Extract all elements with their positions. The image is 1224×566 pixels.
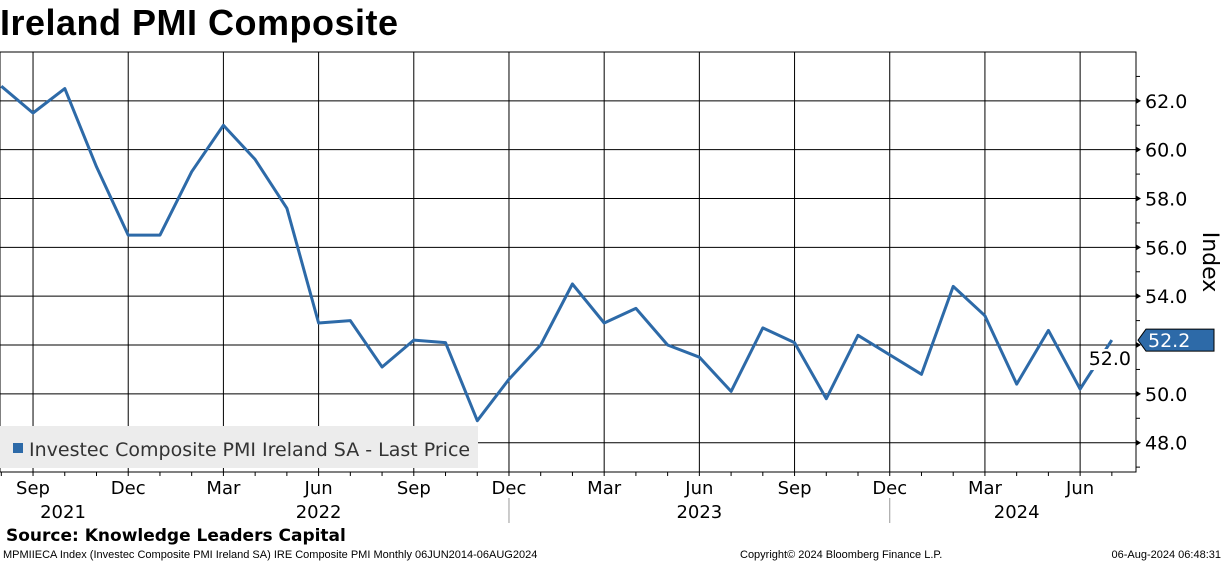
year-label: 2023 <box>676 502 722 523</box>
y-tick-label: 56.0 <box>1145 237 1187 259</box>
legend-label: Investec Composite PMI Ireland SA - Last… <box>29 439 470 461</box>
year-label: 2021 <box>40 502 86 523</box>
chart-title: Ireland PMI Composite <box>0 2 399 43</box>
y-tick <box>1136 293 1141 300</box>
y-tick <box>1136 146 1141 153</box>
legend-swatch <box>13 443 23 453</box>
y-tick-label: 48.0 <box>1145 433 1187 455</box>
x-tick-label: Jun <box>684 478 713 499</box>
x-tick-label: Dec <box>492 478 527 499</box>
ticker-info: MPMIIECA Index (Investec Composite PMI I… <box>3 549 538 561</box>
x-tick-label: Sep <box>397 478 431 499</box>
year-label: 2022 <box>296 502 342 523</box>
y-tick-label: 60.0 <box>1145 140 1187 162</box>
x-tick-label: Jun <box>304 478 333 499</box>
y-tick <box>1136 244 1141 251</box>
y-tick-label: 62.0 <box>1145 91 1187 113</box>
y-tick-label: 52.0 <box>1089 348 1131 370</box>
legend-box <box>0 426 478 468</box>
y-axis-label: Index <box>1197 232 1222 293</box>
y-tick <box>1136 342 1141 349</box>
last-value-label: 52.2 <box>1148 330 1190 352</box>
plot-area <box>0 51 1137 473</box>
x-tick-label: Mar <box>587 478 622 499</box>
x-tick-label: Dec <box>111 478 146 499</box>
x-tick-label: Mar <box>206 478 241 499</box>
x-tick-label: Sep <box>16 478 50 499</box>
series-line <box>0 85 1114 423</box>
x-tick-label: Jun <box>1065 478 1094 499</box>
timestamp: 06-Aug-2024 06:48:31 <box>1111 549 1221 561</box>
y-tick <box>1136 97 1141 104</box>
y-tick-label: 58.0 <box>1145 189 1187 211</box>
x-tick-label: Dec <box>872 478 907 499</box>
last-value-tag <box>1137 328 1215 352</box>
line-chart: 48.0 50.0 54.0 56.0 58.0 60.0 62.0 Sep Dec Mar Jun… <box>0 51 1222 523</box>
y-tick-label: 50.0 <box>1145 384 1187 406</box>
copyright: Copyright© 2024 Bloomberg Finance L.P. <box>740 549 943 561</box>
year-label: 2024 <box>994 502 1040 523</box>
y-tick <box>1136 195 1141 202</box>
source-note: Source: Knowledge Leaders Capital <box>6 526 346 546</box>
x-tick-label: Mar <box>968 478 1003 499</box>
y-tick <box>1136 390 1141 397</box>
y-tick-label: 54.0 <box>1145 286 1187 308</box>
y-tick <box>1136 439 1141 446</box>
y-tick-label-bg <box>1084 349 1132 371</box>
x-tick-label: Sep <box>778 478 812 499</box>
